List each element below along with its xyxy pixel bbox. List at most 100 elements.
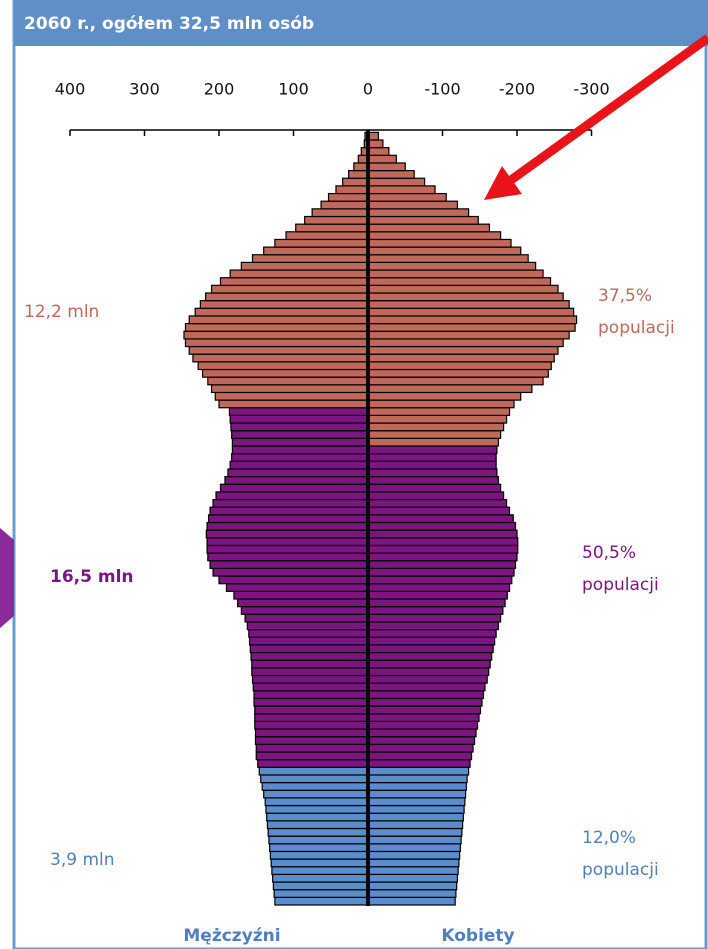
bar xyxy=(253,690,369,700)
bar xyxy=(183,330,369,340)
bar xyxy=(204,292,369,302)
bar xyxy=(202,368,369,378)
bar xyxy=(263,246,369,256)
bar xyxy=(367,804,465,814)
bar xyxy=(367,170,415,179)
bar xyxy=(257,759,369,768)
bar xyxy=(367,353,555,363)
bar xyxy=(367,659,491,669)
bar xyxy=(265,804,369,814)
bar xyxy=(367,231,502,241)
bar xyxy=(367,812,464,822)
bar xyxy=(367,628,497,638)
bar xyxy=(233,590,369,600)
bar xyxy=(367,284,559,294)
bar xyxy=(367,613,502,623)
bar xyxy=(367,254,529,264)
bar xyxy=(367,820,464,830)
bar xyxy=(367,774,468,784)
bar xyxy=(207,514,369,524)
bar xyxy=(229,269,369,279)
bar xyxy=(230,422,369,432)
bar xyxy=(367,376,544,386)
bar xyxy=(367,598,506,608)
annotation: populacji xyxy=(598,318,675,338)
bar xyxy=(218,399,369,409)
bar xyxy=(227,468,369,478)
bar xyxy=(367,781,467,791)
bar xyxy=(218,575,369,585)
bar xyxy=(367,476,499,485)
annotation: populacji xyxy=(582,575,659,595)
bar xyxy=(255,743,369,753)
bar xyxy=(367,590,508,600)
bar xyxy=(367,889,457,898)
bar xyxy=(194,307,369,317)
annotation: 12,0% xyxy=(582,828,636,848)
bar xyxy=(367,567,515,577)
bar xyxy=(367,208,470,218)
bar xyxy=(367,391,522,401)
bar xyxy=(231,445,369,455)
bar xyxy=(254,728,369,738)
x-tick-label: 400 xyxy=(55,80,86,99)
bar xyxy=(335,185,369,195)
bar xyxy=(367,162,406,172)
annotation: 37,5% xyxy=(598,286,652,306)
bar xyxy=(248,636,369,646)
bar xyxy=(252,682,369,692)
bar xyxy=(327,192,369,202)
bar xyxy=(367,506,511,516)
bar xyxy=(254,713,369,723)
bar xyxy=(231,437,369,447)
bar xyxy=(266,820,369,830)
x-tick-label: 300 xyxy=(129,80,160,99)
bar xyxy=(367,414,508,424)
bar xyxy=(184,323,369,332)
bar xyxy=(367,323,576,332)
bar xyxy=(207,552,369,562)
bar xyxy=(248,628,369,638)
bar xyxy=(272,873,369,883)
bar xyxy=(260,774,369,784)
bar xyxy=(254,720,369,730)
bar xyxy=(304,215,369,225)
bar xyxy=(244,613,369,623)
bar xyxy=(367,368,549,378)
bar xyxy=(367,881,458,891)
bar xyxy=(267,827,369,837)
bar xyxy=(367,223,491,233)
bar xyxy=(367,835,462,845)
bar xyxy=(367,674,488,684)
bar xyxy=(367,200,459,210)
bar xyxy=(251,254,369,264)
bar xyxy=(367,705,482,715)
bar xyxy=(367,858,460,868)
bar xyxy=(269,843,369,853)
bar xyxy=(367,644,494,654)
bar xyxy=(367,300,570,309)
bar xyxy=(320,200,369,210)
bar xyxy=(251,659,369,669)
header xyxy=(14,0,708,46)
bar xyxy=(254,705,369,715)
red-arrow-head xyxy=(484,166,522,200)
bar xyxy=(215,491,369,501)
bar xyxy=(273,889,369,898)
bar xyxy=(367,697,483,707)
bar xyxy=(206,521,369,531)
bar xyxy=(254,736,369,745)
bar xyxy=(353,162,369,172)
bar xyxy=(367,575,513,585)
x-tick-label: -100 xyxy=(424,80,460,99)
bar xyxy=(231,430,369,439)
bar xyxy=(367,192,447,202)
bar xyxy=(295,223,369,233)
group-label: Kobiety xyxy=(441,926,514,946)
bar xyxy=(367,759,471,768)
bar xyxy=(367,651,493,661)
bar xyxy=(367,399,515,409)
annotation: 16,5 mln xyxy=(50,567,134,587)
bar xyxy=(209,560,369,570)
x-tick-label: 200 xyxy=(204,80,235,99)
